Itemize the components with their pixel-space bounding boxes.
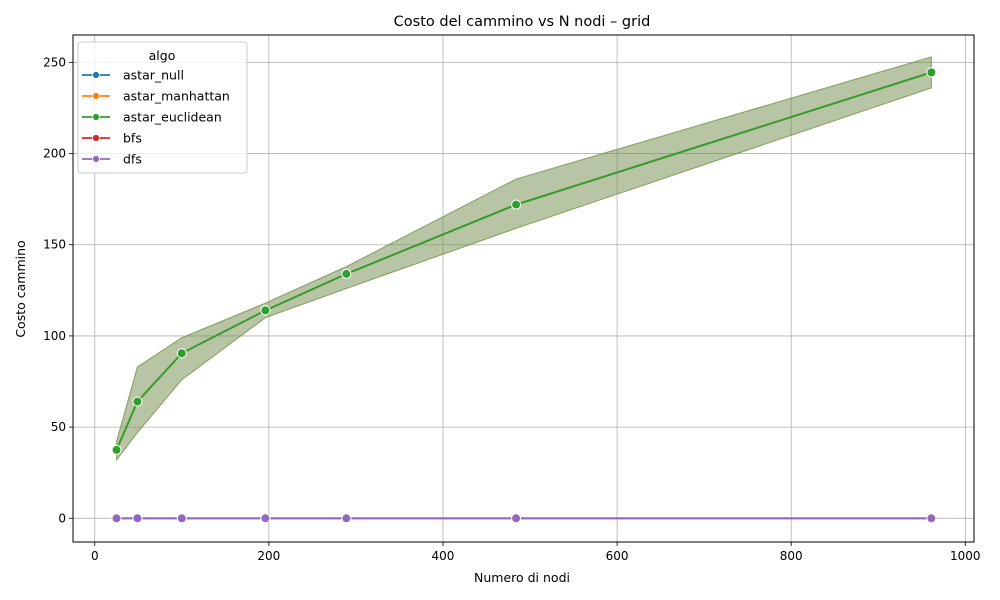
astar-euclidean-point <box>341 268 352 279</box>
astar-euclidean-point <box>926 67 937 78</box>
dfs-point <box>341 513 352 524</box>
dfs-point <box>926 513 937 524</box>
legend-swatch-marker <box>92 71 100 79</box>
legend-entries: astar_null astar_manhattan astar_euclidean… <box>82 68 230 167</box>
y-tick-label: 150 <box>43 238 66 252</box>
astar-euclidean-point <box>176 348 187 359</box>
y-tick-label: 200 <box>43 147 66 161</box>
dfs-point <box>111 513 122 524</box>
astar-null-band <box>116 56 932 462</box>
legend-item-astar-manhattan: astar_manhattan <box>82 89 230 104</box>
dfs-point <box>132 513 143 524</box>
x-tick-label: 0 <box>91 549 99 563</box>
x-tick-label: 400 <box>432 549 455 563</box>
legend-title: algo <box>149 48 176 63</box>
legend-label: astar_euclidean <box>123 110 222 125</box>
confidence-bands <box>116 56 932 462</box>
astar-euclidean-point <box>132 396 143 407</box>
axis-ticks: 0 200 400 600 800 1000 0 50 100 150 200 250 <box>43 55 980 563</box>
legend-swatch-marker <box>92 92 100 100</box>
plot-frame <box>72 34 975 543</box>
astar-euclidean-point <box>111 444 122 455</box>
x-tick-label: 200 <box>257 549 280 563</box>
legend-item-dfs: dfs <box>82 152 142 167</box>
legend-item-astar-null: astar_null <box>82 68 184 83</box>
y-tick-label: 250 <box>43 55 66 69</box>
legend-label: astar_manhattan <box>123 89 230 104</box>
x-tick-label: 800 <box>780 549 803 563</box>
legend-swatch-marker <box>92 113 100 121</box>
x-axis-label: Numero di nodi <box>474 570 570 585</box>
legend-item-astar-euclidean: astar_euclidean <box>82 110 222 125</box>
astar-euclidean-point <box>511 199 522 210</box>
dfs-point <box>260 513 271 524</box>
legend-swatch-marker <box>92 155 100 163</box>
dfs-point <box>511 513 522 524</box>
dfs-point <box>176 513 187 524</box>
legend-label: dfs <box>123 152 142 167</box>
astar-euclidean-point <box>260 305 271 316</box>
legend-swatch-marker <box>92 134 100 142</box>
x-tick-label: 1000 <box>950 549 981 563</box>
x-tick-label: 600 <box>606 549 629 563</box>
chart-title: Costo del cammino vs N nodi – grid <box>394 14 651 30</box>
y-axis-label: Costo cammino <box>13 240 28 337</box>
astar-euclidean-band <box>116 56 932 462</box>
y-tick-label: 100 <box>43 329 66 343</box>
legend-item-bfs: bfs <box>82 131 142 146</box>
y-tick-label: 0 <box>58 511 66 525</box>
legend-label: bfs <box>123 131 142 146</box>
legend: algo astar_null astar_manhattan astar_eucl… <box>77 41 248 174</box>
series-markers <box>111 67 937 524</box>
legend-box <box>77 41 248 174</box>
astar-manhattan-band <box>116 56 932 462</box>
legend-label: astar_null <box>123 68 184 83</box>
y-tick-label: 50 <box>51 420 66 434</box>
